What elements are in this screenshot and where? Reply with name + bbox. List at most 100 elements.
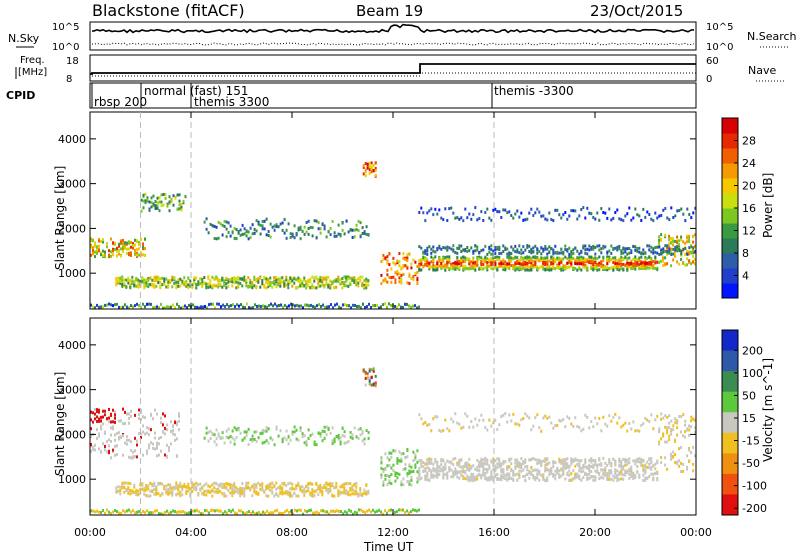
- data-cell: [283, 491, 286, 495]
- data-cell: [476, 423, 479, 427]
- data-cell: [624, 471, 627, 475]
- data-cell: [468, 212, 471, 216]
- data-cell: [488, 478, 491, 482]
- data-cell: [602, 244, 605, 248]
- data-cell: [464, 259, 467, 263]
- data-cell: [253, 490, 256, 494]
- data-cell: [321, 439, 324, 443]
- data-cell: [602, 264, 605, 267]
- data-cell: [132, 455, 134, 459]
- data-cell: [121, 275, 124, 279]
- data-cell: [410, 305, 412, 309]
- data-cell: [218, 302, 220, 306]
- data-cell: [313, 440, 316, 444]
- data-cell: [252, 306, 254, 310]
- data-cell: [648, 462, 651, 466]
- data-cell: [676, 260, 679, 264]
- data-cell: [251, 438, 254, 442]
- data-cell: [598, 417, 601, 420]
- data-cell: [648, 466, 651, 470]
- data-cell: [382, 468, 385, 472]
- data-cell: [664, 456, 667, 460]
- data-cell: [108, 420, 110, 424]
- data-cell: [484, 456, 487, 460]
- data-cell: [422, 251, 425, 255]
- data-cell: [474, 467, 477, 471]
- data-cell: [253, 484, 256, 488]
- data-cell: [187, 482, 190, 486]
- data-cell: [464, 461, 467, 465]
- data-cell: [484, 426, 487, 430]
- data-cell: [628, 263, 631, 267]
- data-cell: [450, 266, 453, 270]
- data-cell: [349, 482, 352, 485]
- y-tick-label: 4000: [58, 133, 86, 146]
- data-cell: [265, 281, 268, 285]
- data-cell: [570, 459, 573, 463]
- data-cell: [472, 256, 475, 260]
- data-cell: [168, 200, 171, 204]
- data-cell: [298, 508, 300, 512]
- data-cell: [127, 481, 130, 485]
- data-cell: [588, 465, 591, 469]
- data-cell: [203, 436, 206, 440]
- data-cell: [289, 232, 292, 236]
- data-cell: [104, 409, 106, 413]
- data-cell: [656, 245, 659, 249]
- data-cell: [245, 234, 248, 238]
- data-cell: [458, 458, 461, 462]
- data-cell: [404, 264, 407, 268]
- data-cell: [564, 211, 567, 214]
- data-cell: [237, 488, 240, 492]
- data-cell: [287, 435, 290, 439]
- data-cell: [680, 235, 683, 239]
- data-cell: [313, 489, 316, 493]
- data-cell: [386, 268, 389, 272]
- data-cell: [548, 245, 551, 249]
- data-cell: [592, 263, 595, 266]
- data-cell: [590, 255, 593, 259]
- data-cell: [166, 443, 168, 447]
- data-cell: [225, 276, 228, 280]
- data-cell: [184, 195, 187, 199]
- data-cell: [311, 492, 314, 495]
- data-cell: [648, 262, 651, 266]
- data-cell: [500, 474, 503, 477]
- data-cell: [398, 260, 401, 264]
- data-cell: [628, 206, 631, 210]
- data-cell: [434, 268, 437, 272]
- data-cell: [144, 247, 146, 251]
- data-cell: [394, 449, 397, 453]
- data-cell: [394, 281, 397, 285]
- data-cell: [142, 199, 145, 203]
- data-cell: [157, 281, 160, 285]
- data-cell: [114, 433, 116, 437]
- data-cell: [416, 480, 419, 484]
- data-cell: [610, 471, 613, 475]
- data-cell: [120, 306, 122, 309]
- data-cell: [92, 509, 94, 513]
- data-cell: [688, 428, 691, 432]
- data-cell: [129, 492, 132, 496]
- data-cell: [604, 211, 607, 215]
- data-cell: [636, 213, 639, 217]
- data-cell: [484, 256, 487, 260]
- data-cell: [440, 258, 443, 262]
- data-cell: [241, 487, 244, 490]
- data-cell: [367, 489, 370, 493]
- data-cell: [430, 475, 433, 479]
- data-cell: [131, 275, 134, 279]
- data-cell: [114, 413, 116, 417]
- data-cell: [114, 453, 116, 457]
- data-cell: [488, 264, 491, 268]
- data-cell: [126, 412, 128, 416]
- data-cell: [255, 219, 258, 223]
- data-cell: [520, 252, 523, 256]
- data-cell: [303, 487, 306, 491]
- data-cell: [528, 250, 531, 254]
- data-cell: [282, 512, 284, 515]
- data-cell: [144, 201, 147, 205]
- data-cell: [257, 492, 260, 496]
- data-cell: [404, 302, 406, 306]
